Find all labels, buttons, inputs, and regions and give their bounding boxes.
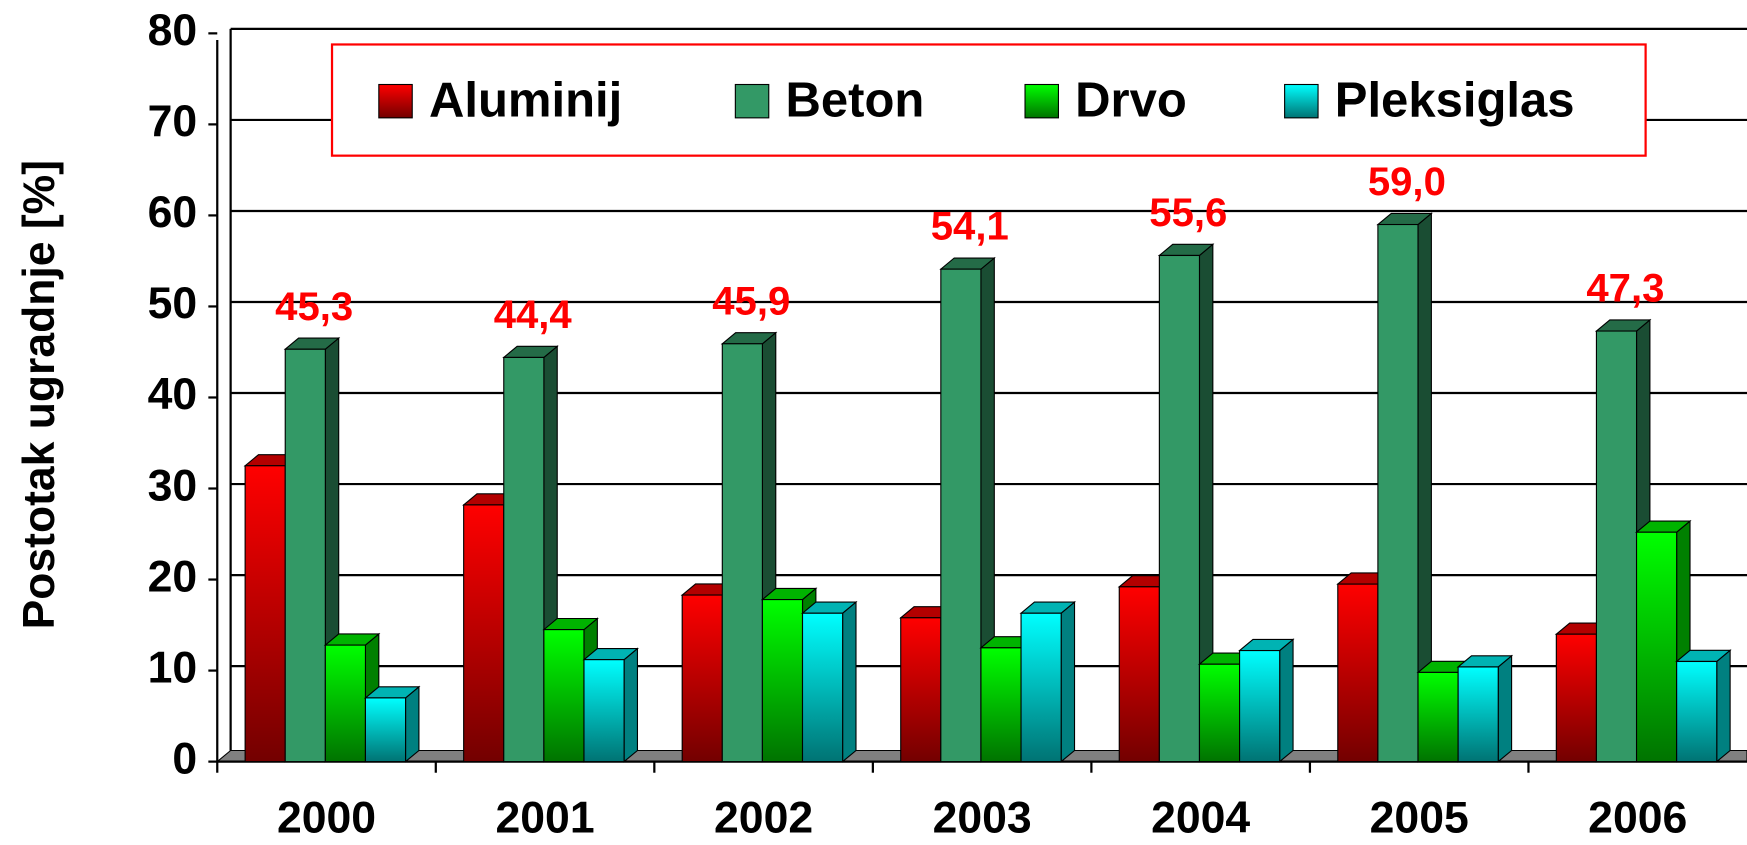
bar [1118, 586, 1160, 763]
bar [681, 594, 723, 763]
bar [364, 697, 407, 763]
value-label: 47,3 [1586, 267, 1664, 311]
legend-swatch [734, 83, 770, 119]
y-tick-label: 0 [172, 734, 197, 783]
x-tick-label: 2005 [1370, 793, 1469, 842]
bar-side [1279, 638, 1294, 763]
bar [761, 599, 804, 763]
x-tick-label: 2004 [1151, 793, 1250, 842]
bar [284, 348, 326, 763]
y-tick-label: 40 [148, 370, 198, 419]
bar-side [1497, 654, 1513, 763]
x-tick-label: 2003 [933, 793, 1032, 842]
bar [801, 612, 844, 763]
value-label: 45,3 [275, 285, 353, 329]
bar [900, 617, 942, 763]
bar [1555, 633, 1597, 763]
bar [721, 343, 763, 763]
legend-swatch [378, 83, 413, 119]
bar [543, 629, 585, 763]
y-tick-label: 30 [148, 461, 198, 510]
value-label: 54,1 [931, 205, 1009, 249]
bar-side [623, 647, 639, 763]
y-tick-label: 50 [148, 279, 198, 328]
bar [1337, 583, 1379, 763]
bar [1457, 666, 1499, 763]
bar [940, 268, 982, 763]
y-tick-label: 80 [148, 6, 198, 55]
bar [583, 659, 625, 763]
bar-side [842, 600, 857, 763]
legend-swatch [1024, 83, 1060, 119]
legend-label: Aluminij [429, 73, 622, 127]
bar-side [404, 685, 420, 763]
bar [1239, 649, 1281, 763]
bar [1020, 612, 1062, 763]
y-tick-label: 20 [148, 552, 198, 601]
bar [1158, 254, 1201, 763]
x-tick-label: 2002 [714, 793, 813, 842]
bar [244, 465, 286, 763]
bar [980, 647, 1022, 763]
bar [1676, 660, 1718, 763]
y-axis-label: Postotak ugradnje [%] [15, 160, 64, 629]
y-tick-label: 60 [148, 188, 198, 237]
x-tick-label: 2006 [1588, 793, 1687, 842]
legend-label: Pleksiglas [1335, 73, 1575, 127]
bar [1198, 663, 1241, 763]
bar [1377, 223, 1419, 763]
bar [463, 504, 505, 763]
value-label: 59,0 [1368, 160, 1446, 204]
x-tick-label: 2000 [277, 793, 376, 842]
legend-box [330, 43, 1647, 157]
legend-label: Drvo [1075, 73, 1187, 127]
bar [1595, 330, 1638, 763]
legend-swatch [1284, 83, 1319, 119]
value-label: 44,4 [494, 293, 573, 337]
y-tick-label: 10 [148, 643, 198, 692]
bar [324, 644, 367, 763]
bar [1635, 531, 1678, 763]
y-tick-label: 70 [148, 97, 198, 146]
legend-label: Beton [785, 73, 924, 127]
bar-side [1060, 600, 1076, 763]
bar [1417, 671, 1459, 763]
value-label: 45,9 [712, 279, 790, 323]
x-tick-label: 2001 [495, 793, 594, 842]
value-label: 55,6 [1149, 191, 1227, 235]
bar-side [1716, 649, 1731, 763]
bar [503, 356, 545, 763]
